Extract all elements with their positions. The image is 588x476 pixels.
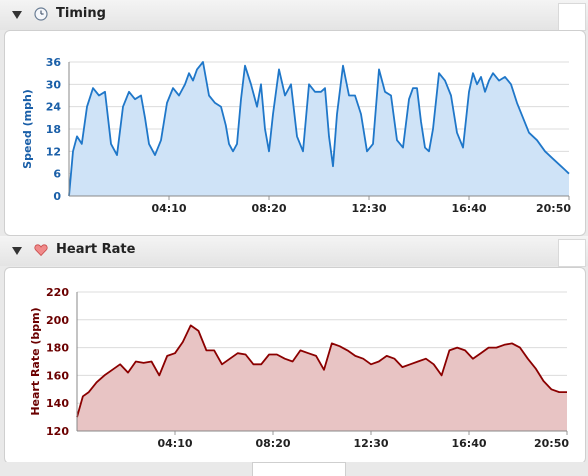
hr-y-tick-label: 220: [46, 286, 69, 299]
hr-y-tick-label: 140: [46, 397, 69, 410]
hr-y-tick-label: 200: [46, 314, 69, 327]
timing-chart-panel: 0 6 12 18 24 30 36 04:10 08:20 12:30 16:40 20:50 Spe…: [4, 30, 586, 236]
hr-y-tick-label: 180: [46, 342, 69, 355]
hr-y-tick-label: 120: [46, 425, 69, 438]
heart-rate-chart: 120 140 160 180 200 220 04:10 08:20 12:30 16:40 20…: [29, 286, 569, 450]
speed-y-tick-label: 6: [53, 168, 61, 181]
hr-x-tick-label: 04:10: [157, 437, 192, 450]
hr-area: [77, 325, 567, 431]
collapse-triangle-icon[interactable]: [12, 11, 22, 19]
timing-section-title: Timing: [56, 6, 106, 21]
speed-y-tick-label: 30: [46, 78, 62, 91]
speed-x-tick-label: 16:40: [451, 202, 486, 215]
hr-x-tick-label: 12:30: [353, 437, 388, 450]
hr-y-tick-label: 160: [46, 369, 69, 382]
speed-x-tick-label: 04:10: [151, 202, 186, 215]
heart-rate-section-header[interactable]: Heart Rate: [0, 236, 588, 267]
hr-y-axis-label: Heart Rate (bpm): [29, 307, 42, 415]
hr-series-line: [76, 324, 567, 418]
speed-y-tick-label: 12: [46, 145, 61, 158]
speed-area: [69, 62, 569, 196]
next-section-tab[interactable]: [252, 462, 346, 476]
speed-y-tick-label: 36: [46, 56, 62, 69]
speed-y-tick-label: 18: [46, 123, 61, 136]
speed-x-tick-label: 20:50: [536, 202, 571, 215]
clock-icon: [34, 7, 48, 21]
timing-section-header[interactable]: Timing: [0, 0, 588, 31]
hr-x-tick-label: 08:20: [255, 437, 290, 450]
timing-section-option-box[interactable]: [558, 3, 586, 31]
heart-rate-chart-panel: 120 140 160 180 200 220 04:10 08:20 12:30 16:40 20…: [4, 267, 586, 464]
speed-chart: 0 6 12 18 24 30 36 04:10 08:20 12:30 16:40 20:50 Spe…: [21, 56, 571, 215]
speed-x-tick-label: 12:30: [351, 202, 386, 215]
bottom-scroll-strip: [0, 462, 588, 476]
speed-x-tick-label: 08:20: [251, 202, 286, 215]
speed-series-line: [68, 61, 570, 197]
speed-y-axis-label: Speed (mph): [21, 89, 34, 169]
speed-y-tick-label: 24: [46, 101, 62, 114]
hr-x-tick-label: 20:50: [534, 437, 569, 450]
hr-x-tick-label: 16:40: [451, 437, 486, 450]
heart-rate-section-title: Heart Rate: [56, 242, 136, 257]
heart-rate-section-option-box[interactable]: [558, 239, 586, 267]
collapse-triangle-icon[interactable]: [12, 247, 22, 255]
speed-y-tick-label: 0: [53, 190, 61, 203]
heart-icon: [34, 244, 48, 257]
